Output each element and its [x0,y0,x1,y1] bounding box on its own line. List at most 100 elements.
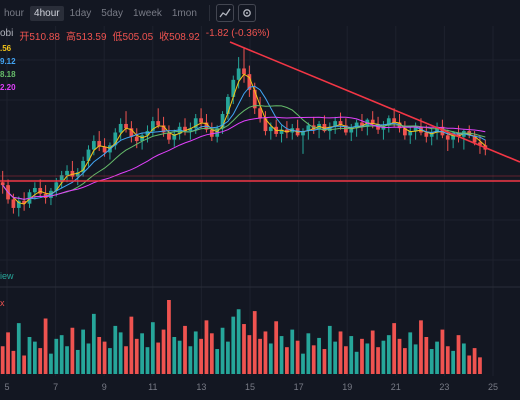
candle-down [129,128,134,137]
candle-down [161,125,166,133]
legend-high: 高513.59 [66,28,107,43]
volume-bar [156,342,161,374]
candle-down [360,122,364,127]
candle-up [118,123,123,133]
candle-up [150,121,155,132]
candle-down [242,68,246,75]
volume-bar [59,335,64,374]
volume-bar [199,338,203,374]
candle-down [472,135,477,143]
volume-bar [75,349,80,374]
volume-bar [161,329,166,374]
candle-up [333,121,338,127]
volume-bar [215,349,220,374]
volume-bar [242,324,246,374]
indicator-icon[interactable] [215,4,234,22]
volume-bar [322,349,327,374]
volume-bar [226,341,230,374]
volume-bar [16,323,21,374]
volume-bar [467,355,472,374]
x-tick-label: 11 [148,382,157,392]
volume-bar [268,343,273,374]
volume-bar [440,329,445,374]
ma-value-3: 8.18 [0,70,16,79]
tf-1day[interactable]: 1day [69,7,92,19]
symbol-label[interactable]: obi [0,28,14,39]
view-label: iew [0,271,14,281]
x-tick-label: 21 [391,382,401,392]
volume-bar [81,329,85,374]
close-value: 508.92 [169,32,200,43]
candle-down [258,108,262,119]
volume-bar [370,330,375,374]
candlestick-series [0,47,488,217]
tf-hour[interactable]: hour [4,7,25,19]
candle-up [75,172,80,177]
volume-bar [167,300,171,374]
volume-bar [274,321,279,374]
volume-bar [451,350,456,374]
candle-up [220,114,225,129]
settings-icon[interactable] [237,4,256,22]
ma-value-1: .56 [0,44,12,53]
volume-bar [6,332,10,374]
volume-bar [392,323,397,374]
candle-up [193,118,198,129]
candle-down [478,142,482,146]
toolbar-divider [208,5,210,21]
change-value: -1.82 (-0.36%) [205,28,270,39]
tf-1week[interactable]: 1week [132,7,162,19]
candle-up [65,170,69,176]
volume-bar [236,309,241,374]
open-value: 510.88 [29,32,60,43]
candle-up [54,182,59,191]
candle-down [263,118,268,132]
volume-bar [285,347,289,374]
volume-bar [472,348,477,374]
candle-down [22,200,27,204]
volume-bar [54,338,59,374]
tf-5day[interactable]: 5day [101,7,123,19]
volume-bar [445,346,450,374]
tf-1mon[interactable]: 1mon [171,7,197,19]
volume-bar [424,337,429,374]
volume-bar [22,355,27,374]
volume-bar [381,340,386,374]
tf-4hour[interactable]: 4hour [30,5,64,21]
volume-bar [338,331,343,374]
ma-value-4: 2.20 [0,83,16,92]
volume-bar [290,329,295,374]
x-tick-label: 9 [102,382,107,392]
legend-low: 低505.05 [113,28,154,43]
ma-line-2 [2,85,486,200]
volume-bar [413,344,418,374]
ma-line-4 [2,116,486,200]
volume-bar [11,350,16,374]
resistance-trendline[interactable] [229,41,520,163]
volume-bar [183,325,187,374]
volume-bar [478,357,482,374]
candle-up [81,160,85,173]
legend-open: 开510.88 [19,28,60,43]
candle-down [183,126,187,132]
candle-down [285,129,289,133]
candle-down [370,119,375,124]
candle-down [134,136,139,142]
volume-bar [258,338,262,374]
candle-up [91,141,96,150]
volume-bar [129,316,134,374]
volume-bar [0,346,5,374]
x-tick-label: 17 [294,382,304,392]
candle-up [59,175,64,183]
volume-bar [456,335,461,374]
volume-bar [113,325,118,374]
chart-grid [0,26,520,376]
ma-value-2: 9.12 [0,57,16,66]
volume-bar [295,340,300,374]
candle-up [268,126,273,132]
low-label: 低 [112,32,123,43]
candle-up [408,131,413,136]
volume-bar [247,335,252,374]
volume-bar [461,343,466,374]
